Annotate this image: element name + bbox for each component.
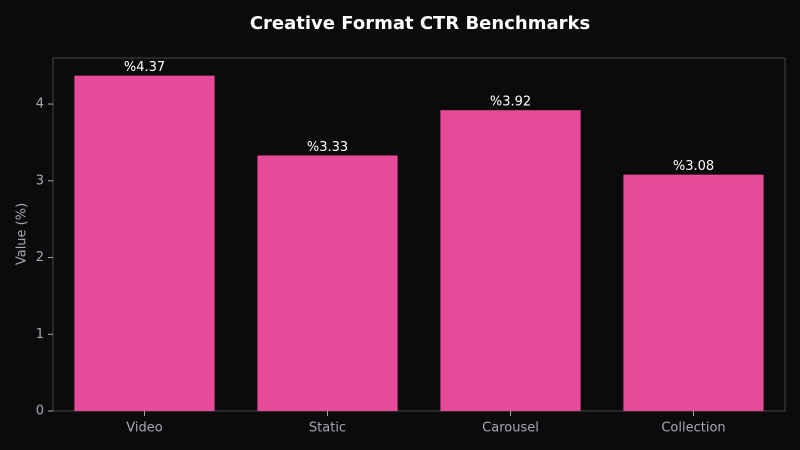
bar: [74, 75, 215, 412]
y-tick-label: 0: [36, 404, 44, 419]
bar: [257, 155, 398, 411]
value-label: %4.37: [124, 60, 165, 75]
x-tick-label: Static: [309, 421, 346, 436]
x-tick-label: Video: [126, 421, 162, 436]
value-label: %3.92: [490, 95, 531, 110]
y-tick-label: 3: [36, 173, 44, 188]
plot-frame: [52, 57, 786, 412]
bar: [623, 174, 764, 411]
x-tick-label: Collection: [661, 421, 725, 436]
chart-title: Creative Format CTR Benchmarks: [250, 13, 590, 34]
y-axis-label: Value (%): [15, 203, 30, 265]
y-tick-label: 1: [36, 327, 44, 342]
bar: [440, 110, 581, 411]
x-tick-label: Carousel: [482, 421, 539, 436]
y-tick-label: 2: [36, 250, 44, 265]
value-label: %3.33: [307, 140, 348, 155]
y-tick-label: 4: [36, 97, 44, 112]
value-label: %3.08: [673, 159, 714, 174]
